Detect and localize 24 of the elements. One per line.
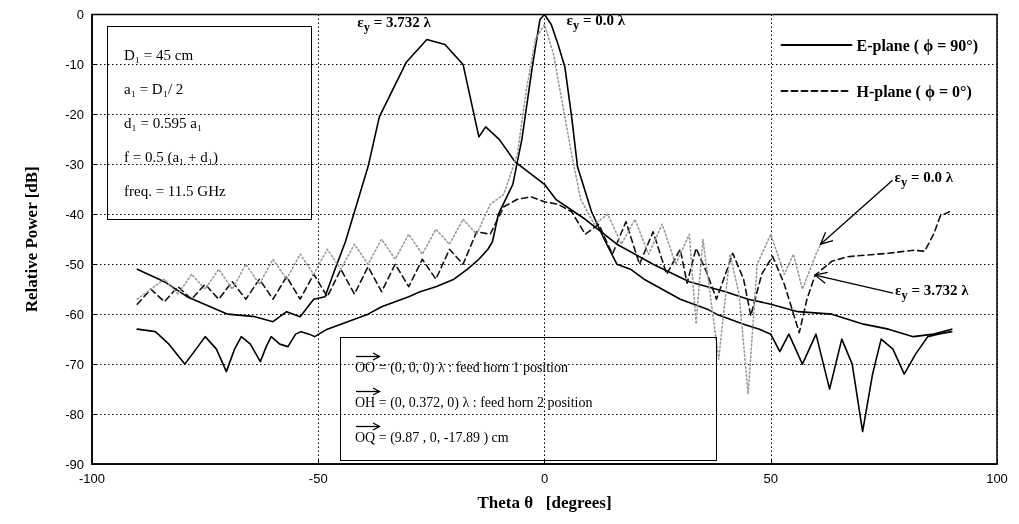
annotation: ε$_{y}$ = 0.0 λ	[894, 168, 954, 192]
y-tick-label: 0	[76, 7, 84, 22]
x-tick-label: 100	[986, 471, 1008, 486]
legend-label: H-plane ( ϕ = 0°)	[856, 82, 972, 101]
annotation: ε$_{y}$ = 3.732 λ	[895, 281, 969, 305]
y-tick-label: -80	[65, 406, 84, 422]
annotation: ε$_{y}$ = 3.732 λ	[357, 13, 431, 37]
y-tick-label: -40	[65, 206, 84, 222]
y-axis-title: Relative Power [dB]	[22, 166, 41, 313]
x-tick-label: -50	[308, 471, 328, 486]
x-axis-title: Theta θ [degrees]	[477, 493, 612, 512]
y-tick-label: -50	[65, 256, 84, 272]
y-tick-label: -70	[65, 356, 84, 372]
text-box: D₁ = 45 cm a₁ = D₁/ 2 d₁ = 0.595 a₁ f = 0.5 (a₁ + d₁) freq. = 11.5 GHz	[107, 26, 312, 220]
x-tick-label: 0	[540, 471, 549, 486]
legend-label: E-plane ( ϕ = 90°)	[856, 36, 978, 55]
y-tick-label: -20	[65, 106, 84, 122]
x-tick-label: -100	[78, 471, 106, 486]
x-tick-label: 50	[763, 471, 778, 486]
y-tick-label: -60	[65, 306, 84, 322]
y-tick-label: -10	[65, 56, 84, 72]
y-tick-label: -30	[65, 156, 84, 172]
annotation: ε$_{y}$ = 0.0 λ	[566, 10, 626, 34]
y-tick-label: -90	[65, 456, 84, 472]
